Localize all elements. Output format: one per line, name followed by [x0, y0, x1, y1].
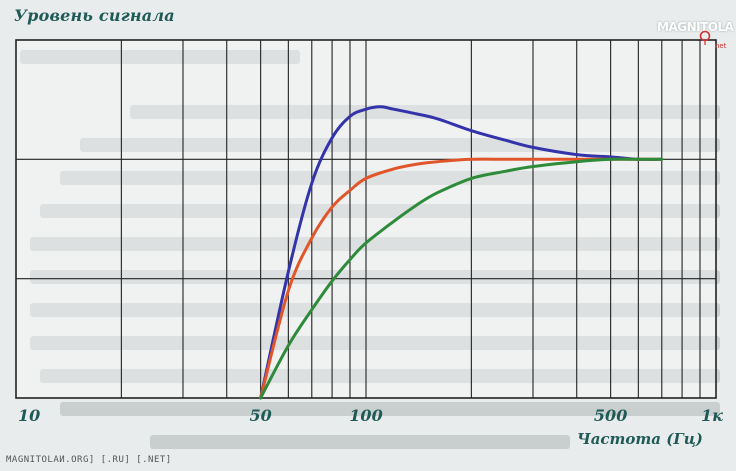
logo-text: MAGNITOLA — [657, 20, 734, 34]
x-axis-label: Частота (Гц) — [577, 430, 703, 448]
series-line-3 — [259, 157, 664, 400]
site-logo: MAGNITOLA net — [657, 20, 734, 50]
footer-watermark: MAGNITOLAИ.ORG] [.RU] [.NET] — [6, 455, 172, 465]
chart-series-group — [259, 105, 664, 400]
x-tick-label: 10 — [18, 406, 40, 425]
x-tick-label: 1к — [701, 406, 723, 425]
y-axis-label: Уровень сигнала — [14, 6, 175, 25]
series-line-1 — [259, 105, 664, 400]
x-tick-label: 500 — [594, 406, 627, 425]
chart-grid — [15, 39, 717, 399]
x-tick-label: 100 — [349, 406, 382, 425]
logo-sub: net — [715, 42, 727, 50]
x-tick-label: 50 — [250, 406, 272, 425]
x-tick-labels: 10 50 100 500 1к — [18, 406, 723, 425]
